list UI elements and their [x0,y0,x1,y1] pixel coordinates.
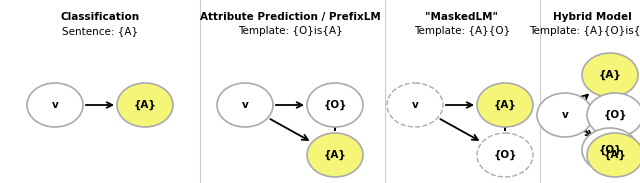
Text: {O}: {O} [604,110,627,120]
Ellipse shape [477,83,533,127]
Text: {O}: {O} [493,150,516,160]
Ellipse shape [27,83,83,127]
Text: {O}: {O} [598,145,621,155]
Ellipse shape [387,83,443,127]
Text: Classification: Classification [60,12,140,22]
Text: Template: {A}{O}is{A}: Template: {A}{O}is{A} [529,26,640,36]
Text: v: v [52,100,58,110]
Text: {A}: {A} [324,150,346,160]
Text: {O}: {O} [323,100,347,110]
Ellipse shape [217,83,273,127]
Ellipse shape [587,93,640,137]
Text: Template: {A}{O}: Template: {A}{O} [414,26,510,36]
Ellipse shape [582,53,638,97]
Text: Attribute Prediction / PrefixLM: Attribute Prediction / PrefixLM [200,12,380,22]
Text: "MaskedLM": "MaskedLM" [426,12,499,22]
Text: Hybrid Model: Hybrid Model [552,12,632,22]
Text: {A}: {A} [604,150,627,160]
Ellipse shape [307,133,363,177]
Ellipse shape [537,93,593,137]
Text: Sentence: {A}: Sentence: {A} [62,26,138,36]
Text: v: v [562,110,568,120]
Ellipse shape [477,133,533,177]
Ellipse shape [582,128,638,172]
Text: {A}: {A} [493,100,516,110]
Ellipse shape [587,133,640,177]
Text: {A}: {A} [134,100,156,110]
Ellipse shape [307,83,363,127]
Text: Template: {O}is{A}: Template: {O}is{A} [237,26,342,36]
Ellipse shape [117,83,173,127]
Text: {A}: {A} [598,70,621,80]
Text: v: v [412,100,419,110]
Text: v: v [242,100,248,110]
